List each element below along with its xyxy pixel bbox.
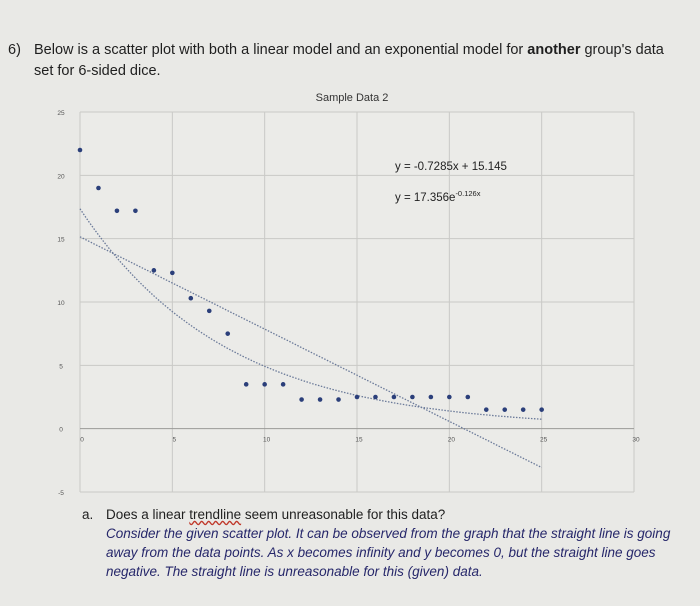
data-point-23 (502, 407, 508, 412)
data-point-19 (428, 394, 434, 400)
y-tick-label-3: 10 (57, 300, 65, 307)
data-point-3 (133, 208, 138, 214)
data-point-1 (96, 185, 101, 191)
data-point-8 (225, 331, 231, 336)
y-tick-label-5: 0 (59, 427, 63, 434)
linear-trendline (79, 236, 542, 469)
part-a-answer: Consider the given scatter plot. It can … (106, 526, 671, 579)
data-point-21 (465, 394, 471, 400)
y-tick-label-2: 15 (57, 237, 65, 244)
tick-labels: 25 20 15 10 5 0 -5 0 5 10 15 20 25 30 (57, 110, 640, 497)
y-tick-label-1: 20 (57, 173, 65, 180)
part-a-question-end: seem unreasonable for this data? (241, 507, 446, 522)
part-a-question-start: Does a linear (106, 507, 190, 522)
data-point-14 (336, 397, 341, 402)
part-a: a. Does a linear trendline seem unreasona… (82, 505, 682, 581)
question-bold-word: another (527, 42, 581, 58)
data-point-17 (391, 394, 397, 400)
grid-lines (79, 111, 635, 493)
x-tick-label-0: 0 (80, 437, 84, 444)
y-tick-label-0: 25 (57, 110, 65, 117)
data-point-10 (262, 382, 267, 387)
y-tick-label-6: -5 (58, 490, 64, 497)
question-line-2: set for 6-sided dice. (34, 63, 161, 79)
data-point-16 (373, 394, 378, 400)
question-text-part-1: Below is a scatter plot with both a line… (34, 42, 528, 58)
x-tick-label-1: 5 (173, 437, 177, 444)
data-point-4 (151, 268, 157, 273)
chart-title: Sample Data 2 (316, 92, 389, 104)
data-point-7 (206, 308, 212, 314)
trendlines (79, 208, 542, 469)
data-point-0 (77, 147, 83, 153)
question-line-1: 6) Below is a scatter plot with both a li… (8, 40, 688, 61)
x-tick-label-5: 25 (540, 437, 548, 444)
data-point-9 (243, 382, 249, 387)
data-point-11 (280, 382, 286, 387)
data-point-18 (410, 394, 415, 400)
x-tick-label-2: 10 (263, 437, 271, 444)
data-point-2 (114, 208, 120, 214)
part-a-question: a. Does a linear trendline seem unreasona… (82, 505, 682, 524)
question-text-part-2: group's data (580, 42, 664, 58)
linear-equation-label: y = -0.7285x + 15.145 (395, 161, 507, 173)
x-tick-label-4: 20 (448, 437, 456, 444)
data-point-13 (317, 397, 323, 402)
data-point-20 (447, 394, 452, 400)
data-point-5 (170, 270, 175, 276)
question-number: 6) (8, 42, 21, 58)
exponential-equation-label: y = 17.356e-0.126x (395, 189, 481, 204)
x-tick-label-6: 30 (632, 437, 640, 444)
question-6: 6) Below is a scatter plot with both a li… (8, 40, 688, 82)
exponential-equation-exponent: -0.126x (455, 189, 480, 198)
part-a-question-underlined: trendline (189, 507, 242, 522)
data-point-6 (188, 295, 194, 301)
data-point-12 (299, 397, 304, 402)
y-tick-label-4: 5 (59, 363, 63, 370)
data-point-25 (539, 407, 544, 412)
data-point-15 (354, 394, 360, 400)
data-points (77, 147, 544, 412)
exponential-equation-base: y = 17.356e (395, 192, 455, 204)
part-a-label: a. (82, 507, 94, 522)
data-point-22 (483, 407, 489, 412)
x-tick-label-3: 15 (355, 437, 363, 444)
data-point-24 (520, 407, 526, 412)
